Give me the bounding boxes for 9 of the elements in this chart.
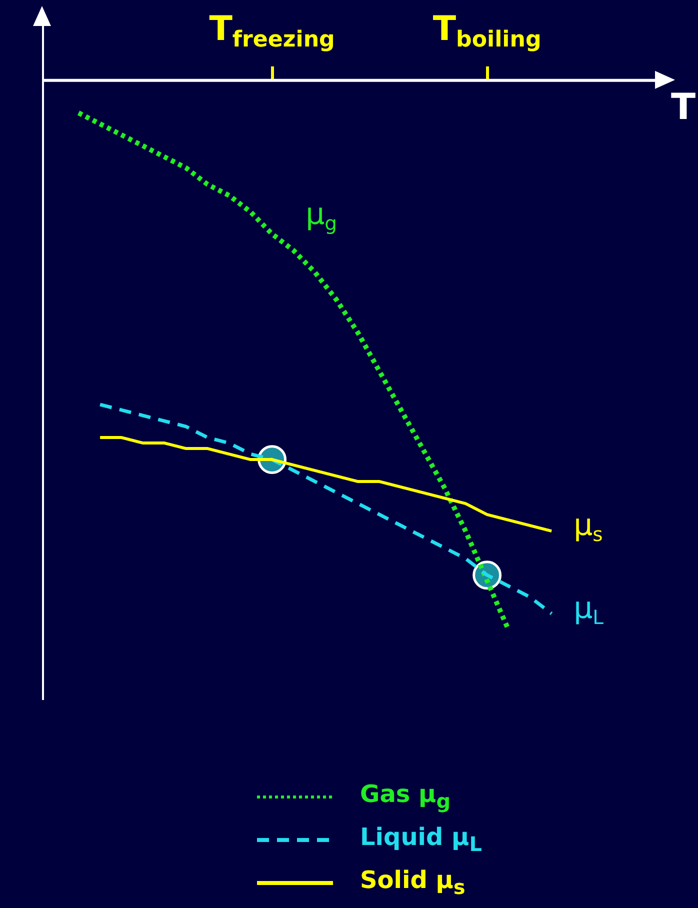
- legend-label: Gas μ$_{g}$: [360, 780, 451, 813]
- x-axis-title: T: [671, 86, 696, 128]
- annotation: μ$_{s}$: [574, 508, 603, 546]
- x-tick-label: T$_{boiling}$: [432, 8, 542, 52]
- annotation: μ$_{L}$: [574, 590, 604, 628]
- x-tick-label: T$_{freezing}$: [209, 8, 335, 52]
- annotation: μ$_{g}$: [306, 197, 338, 236]
- legend-label: Liquid μ$_{L}$: [360, 823, 482, 856]
- legend-label: Solid μ$_{s}$: [360, 866, 466, 899]
